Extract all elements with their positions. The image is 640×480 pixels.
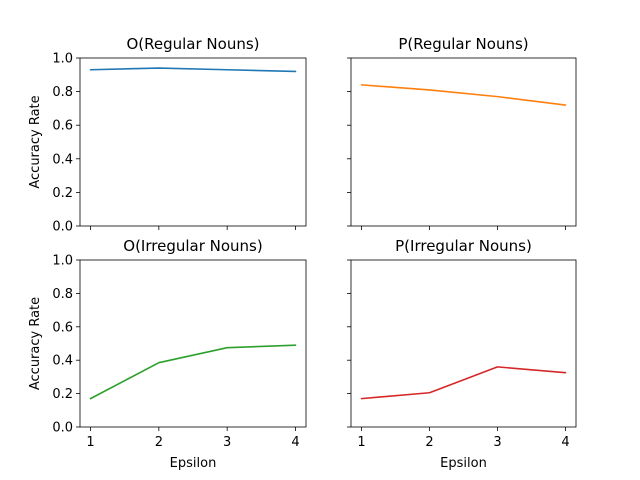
o-irregular-panel: 0.0 0.2 0.4 0.6 0.8 1.0 1 2 3 4 O(Irregular Nouns)… <box>28 237 306 471</box>
o-regular-title: O(Regular Nouns) <box>126 35 259 53</box>
o-irregular-ytick-label: 0.0 <box>52 421 73 436</box>
o-regular-series-line <box>91 68 296 71</box>
p-irregular-axes-frame <box>351 260 576 427</box>
o-irregular-xtick-label: 2 <box>155 435 163 450</box>
o-regular-ytick-label: 0.4 <box>52 152 73 167</box>
o-irregular-xlabel: Epsilon <box>170 456 217 471</box>
p-irregular-xtick-label: 1 <box>357 435 365 450</box>
o-irregular-ytick-label: 0.2 <box>52 387 73 402</box>
o-irregular-series-line <box>91 345 296 398</box>
o-regular-axes-frame <box>80 58 306 226</box>
p-regular-axes-frame <box>351 58 576 226</box>
p-regular-series-line <box>362 85 566 105</box>
o-irregular-xtick-label: 1 <box>86 435 94 450</box>
o-regular-ytick-label: 0.6 <box>52 119 73 134</box>
p-irregular-xlabel: Epsilon <box>440 456 487 471</box>
o-regular-panel: 0.0 0.2 0.4 0.6 0.8 1.0 O(Regular Nouns) Accura… <box>28 35 306 235</box>
o-regular-ytick-label: 1.0 <box>52 52 73 67</box>
o-irregular-ylabel: Accuracy Rate <box>28 297 43 390</box>
p-irregular-panel: 1 2 3 4 P(Irregular Nouns) Epsilon <box>347 237 576 471</box>
o-irregular-title: O(Irregular Nouns) <box>123 237 262 255</box>
p-irregular-xtick-label: 4 <box>561 435 569 450</box>
o-irregular-axes-frame <box>80 260 306 427</box>
p-irregular-title: P(Irregular Nouns) <box>395 237 532 255</box>
p-regular-panel: P(Regular Nouns) <box>347 35 576 230</box>
p-irregular-series-line <box>362 367 566 399</box>
o-regular-ylabel: Accuracy Rate <box>28 95 43 188</box>
p-irregular-xtick-label: 2 <box>425 435 433 450</box>
o-irregular-xtick-label: 4 <box>291 435 299 450</box>
o-irregular-ytick-label: 0.6 <box>52 320 73 335</box>
o-regular-ytick-label: 0.2 <box>52 186 73 201</box>
p-irregular-xtick-label: 3 <box>493 435 501 450</box>
o-irregular-ytick-label: 0.4 <box>52 354 73 369</box>
o-regular-ytick-label: 0.0 <box>52 220 73 235</box>
o-irregular-ytick-label: 1.0 <box>52 254 73 269</box>
o-irregular-ytick-label: 0.8 <box>52 287 73 302</box>
p-regular-title: P(Regular Nouns) <box>398 35 528 53</box>
o-regular-ytick-label: 0.8 <box>52 85 73 100</box>
o-irregular-xtick-label: 3 <box>223 435 231 450</box>
